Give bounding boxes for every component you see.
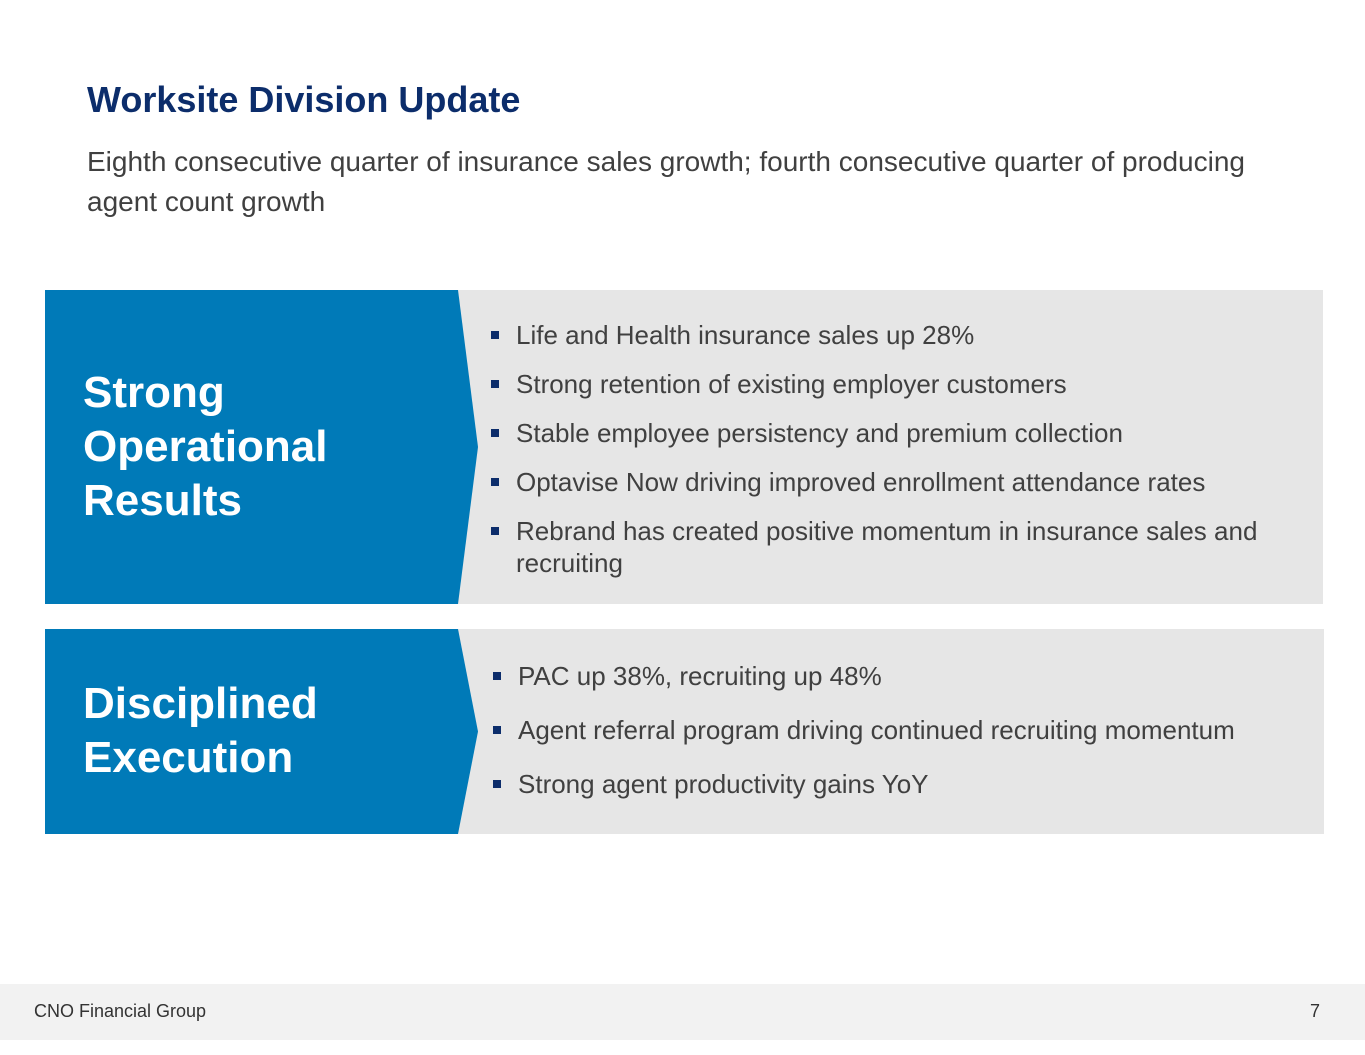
bullet-item: Strong retention of existing employer cu… bbox=[491, 368, 1291, 400]
bullet-text: PAC up 38%, recruiting up 48% bbox=[518, 661, 882, 691]
bullet-text: Agent referral program driving continued… bbox=[518, 715, 1235, 745]
chevron-label-line: Disciplined bbox=[83, 679, 318, 728]
bullet-item: Strong agent productivity gains YoY bbox=[493, 768, 1293, 800]
square-bullet-icon bbox=[491, 429, 499, 437]
disciplined-execution-chevron: Disciplined Execution bbox=[45, 629, 478, 834]
bullet-text: Stable employee persistency and premium … bbox=[516, 418, 1123, 448]
slide-title: Worksite Division Update bbox=[87, 79, 521, 120]
chevron-label-line: Execution bbox=[83, 733, 294, 782]
page-number: 7 bbox=[1309, 1001, 1320, 1021]
bullet-text: Strong retention of existing employer cu… bbox=[516, 369, 1067, 399]
square-bullet-icon bbox=[493, 672, 501, 680]
chevron-label: Disciplined Execution bbox=[83, 677, 318, 785]
chevron-label-line: Strong bbox=[83, 368, 225, 417]
slide-footer: CNO Financial Group 7 bbox=[0, 984, 1365, 1040]
bullet-item: PAC up 38%, recruiting up 48% bbox=[493, 660, 1293, 692]
bullet-item: Optavise Now driving improved enrollment… bbox=[491, 466, 1291, 498]
disciplined-execution-panel: Disciplined Execution PAC up 38%, recrui… bbox=[45, 629, 1324, 834]
chevron-label: Strong Operational Results bbox=[83, 366, 328, 528]
square-bullet-icon bbox=[491, 527, 499, 535]
operational-results-panel: Strong Operational Results Life and Heal… bbox=[45, 290, 1323, 604]
bullet-list: PAC up 38%, recruiting up 48% Agent refe… bbox=[493, 660, 1293, 822]
bullet-text: Optavise Now driving improved enrollment… bbox=[516, 467, 1206, 497]
chevron-label-line: Results bbox=[83, 476, 242, 525]
bullet-item: Rebrand has created positive momentum in… bbox=[491, 515, 1291, 579]
bullet-item: Stable employee persistency and premium … bbox=[491, 417, 1291, 449]
slide-subtitle: Eighth consecutive quarter of insurance … bbox=[87, 146, 1245, 217]
operational-results-chevron: Strong Operational Results bbox=[45, 290, 478, 604]
company-name: CNO Financial Group bbox=[34, 1001, 207, 1021]
bullet-text: Strong agent productivity gains YoY bbox=[518, 769, 929, 799]
square-bullet-icon bbox=[491, 380, 499, 388]
bullet-item: Agent referral program driving continued… bbox=[493, 714, 1293, 746]
square-bullet-icon bbox=[491, 478, 499, 486]
chevron-label-line: Operational bbox=[83, 422, 328, 471]
square-bullet-icon bbox=[493, 780, 501, 788]
bullet-text: Rebrand has created positive momentum in… bbox=[516, 516, 1258, 578]
bullet-item: Life and Health insurance sales up 28% bbox=[491, 319, 1291, 351]
square-bullet-icon bbox=[491, 331, 499, 339]
bullet-text: Life and Health insurance sales up 28% bbox=[516, 320, 975, 350]
square-bullet-icon bbox=[493, 726, 501, 734]
bullet-list: Life and Health insurance sales up 28% S… bbox=[491, 319, 1291, 596]
